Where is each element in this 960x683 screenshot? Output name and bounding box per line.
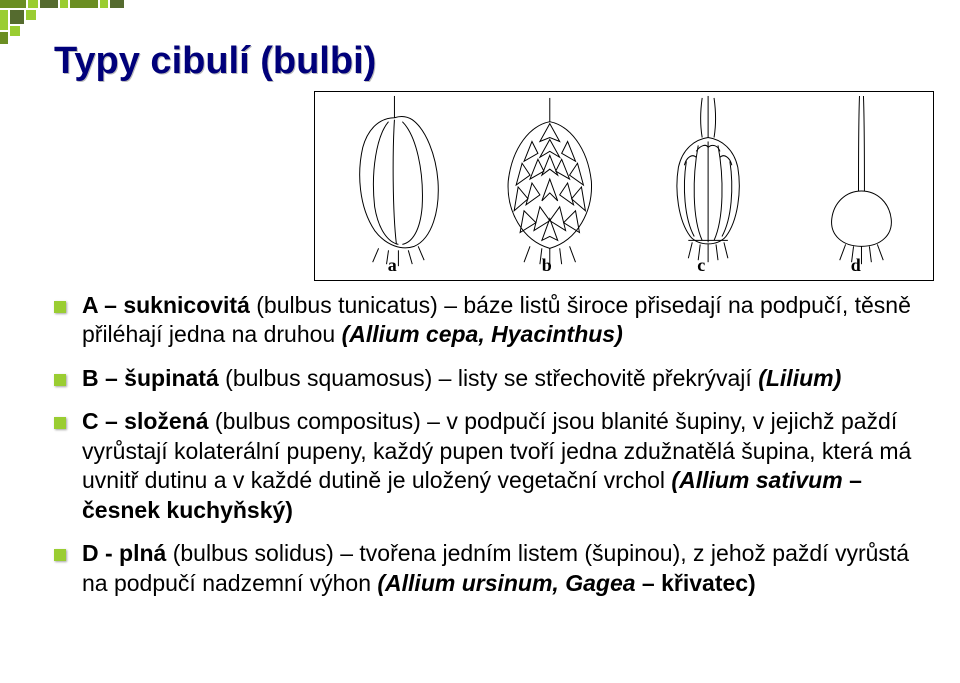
- list-item: A – suknicovitá (bulbus tunicatus) – báz…: [54, 291, 920, 350]
- deco-square: [60, 0, 68, 8]
- deco-square: [70, 0, 98, 8]
- deco-square: [0, 10, 8, 30]
- item-latin: (Lilium): [758, 365, 841, 391]
- item-tail: – křivatec): [636, 570, 756, 596]
- item-lead: A – suknicovitá: [82, 292, 250, 318]
- fig-label-b: b: [470, 255, 625, 276]
- fig-label-c: c: [624, 255, 779, 276]
- list-item: C – složená (bulbus compositus) – v podp…: [54, 407, 920, 525]
- deco-square: [40, 0, 58, 8]
- deco-square: [100, 0, 108, 8]
- deco-square: [28, 0, 38, 8]
- list-item: B – šupinatá (bulbus squamosus) – listy …: [54, 364, 920, 393]
- figure-container: a b c d: [314, 91, 920, 281]
- list-item: D - plná (bulbus solidus) – tvořena jedn…: [54, 539, 920, 598]
- slide: Typy cibulí (bulbi): [0, 0, 960, 683]
- deco-square: [10, 26, 20, 36]
- item-lead: D - plná: [82, 540, 166, 566]
- item-lead: C – složená: [82, 408, 209, 434]
- fig-label-a: a: [315, 255, 470, 276]
- deco-square: [10, 10, 24, 24]
- bulb-figure: a b c d: [314, 91, 934, 281]
- deco-square: [26, 10, 36, 20]
- item-latin: (Allium cepa, Hyacinthus): [342, 321, 623, 347]
- deco-square: [0, 32, 8, 44]
- deco-square: [0, 0, 26, 8]
- corner-decoration: [0, 0, 240, 60]
- bullet-list: A – suknicovitá (bulbus tunicatus) – báz…: [54, 291, 920, 598]
- bulb-drawings: [315, 92, 933, 280]
- deco-square: [110, 0, 124, 8]
- item-lead: B – šupinatá: [82, 365, 219, 391]
- fig-label-d: d: [779, 255, 934, 276]
- figure-labels: a b c d: [315, 255, 933, 276]
- item-text: (bulbus squamosus) – listy se střechovit…: [219, 365, 758, 391]
- item-latin: (Allium ursinum, Gagea: [377, 570, 635, 596]
- item-latin: (Allium sativum: [671, 467, 842, 493]
